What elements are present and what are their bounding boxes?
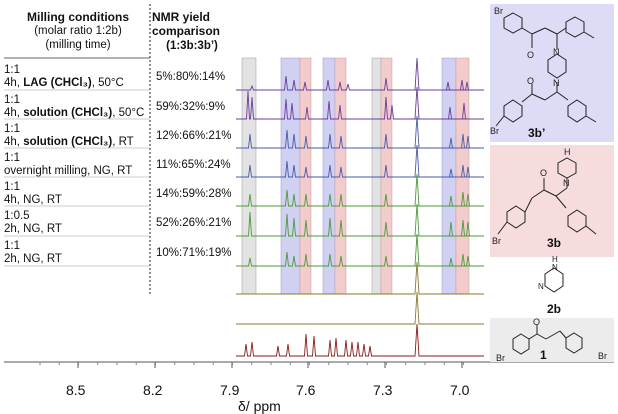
br-label-1-right: Br (598, 351, 607, 361)
x-axis-tick-label: 7.3 (373, 382, 392, 398)
yield-ratio: 10%:71%:19% (156, 247, 231, 259)
condition-temperature: , RT (112, 136, 134, 148)
condition-ratio: 1:1 (4, 123, 20, 135)
br-label-3bp-top: Br (494, 6, 503, 16)
x-axis-ticks (40, 362, 464, 368)
band-grey-2 (372, 58, 381, 294)
compound-label-3b: 3b (547, 236, 561, 250)
condition-row: 1:1 4h, solution (CHCl₃), RT (4, 123, 134, 149)
conditions-subtitle-time: (milling time) (8, 39, 148, 52)
condition-row: 1:0.5 2h, NG, RT (4, 210, 62, 236)
condition-row: 1:1 overnight milling, NG, RT (4, 152, 132, 178)
br-label-3b: Br (492, 236, 501, 246)
condition-ratio: 1:1 (4, 181, 20, 193)
n-label-3bp-bottom: N (553, 78, 560, 88)
o-label-3b: O (540, 168, 547, 178)
yield-ratio: 12%:66%:21% (156, 130, 231, 142)
x-axis-tick-label: 8.5 (66, 382, 85, 398)
x-axis-label: δ/ ppm (238, 398, 281, 414)
n-label-2b-bottom: N (538, 282, 544, 291)
yield-ratio: 11%:65%:24% (156, 159, 231, 171)
yield-title: NMR yield comparison (152, 10, 240, 38)
condition-method: solution (CHCl₃) (23, 107, 112, 119)
compound-label-3b-prime: 3b’ (528, 126, 545, 140)
band-blue-1 (281, 58, 300, 294)
br-label-1-left: Br (496, 353, 505, 363)
h-label-3b: H (564, 147, 571, 157)
condition-ratio: 1:1 (4, 94, 20, 106)
yield-ratio: 52%:26%:21% (156, 217, 231, 229)
condition-detail: overnight milling, NG, RT (4, 165, 132, 177)
n-label-3bp-top: N (553, 47, 560, 57)
condition-detail: 4h, (4, 77, 23, 89)
condition-ratio: 1:1 (4, 64, 20, 76)
conditions-subtitle-ratio: (molar ratio 1:2b) (8, 25, 148, 38)
condition-ratio: 1:0.5 (4, 210, 30, 222)
yield-ratio: 59%:32%:9% (156, 101, 225, 113)
spectrum-trace (236, 292, 484, 324)
yield-ratio: 5%:80%:14% (156, 71, 225, 83)
condition-detail: 4h, (4, 107, 23, 119)
highlight-bands (242, 58, 469, 294)
condition-detail: 2h, NG, RT (4, 253, 62, 265)
o-label-3bp-bottom: O (527, 76, 534, 86)
x-axis-tick-label: 7.0 (450, 382, 469, 398)
condition-row: 1:1 2h, NG, RT (4, 240, 62, 266)
condition-method: solution (CHCl₃) (23, 136, 112, 148)
n-label-2b-top: N (552, 263, 558, 272)
band-blue-3 (442, 58, 456, 294)
spectrum-trace (236, 324, 484, 356)
h-label-2b-top: H (552, 255, 558, 264)
x-axis-tick-label: 8.2 (143, 382, 162, 398)
condition-row: 1:1 4h, NG, RT (4, 181, 62, 207)
condition-row: 1:1 4h, solution (CHCl₃), 50°C (4, 94, 144, 120)
yield-title-line1: NMR yield (152, 10, 210, 24)
condition-detail: 4h, NG, RT (4, 194, 62, 206)
condition-row: 1:1 4h, LAG (CHCl₃), 50°C (4, 64, 124, 90)
condition-detail: 2h, NG, RT (4, 223, 62, 235)
condition-temperature: , 50°C (92, 77, 124, 89)
o-label-3bp-top: O (527, 50, 534, 60)
condition-temperature: , 50°C (112, 107, 144, 119)
x-axis-tick-label: 7.6 (296, 382, 315, 398)
yield-ratio: 14%:59%:28% (156, 188, 231, 200)
compound-label-2b: 2b (547, 302, 561, 316)
panel-1 (490, 318, 614, 362)
condition-method: LAG (CHCl₃) (23, 77, 92, 89)
yield-title-line2: comparison (152, 24, 220, 38)
n-label-3b: N (563, 178, 570, 188)
yield-subtitle: (1:3b:3b’) (152, 40, 232, 53)
x-axis-tick-label: 7.9 (220, 382, 239, 398)
br-label-3bp-bottom: Br (490, 126, 499, 136)
condition-detail: 4h, (4, 136, 23, 148)
o-label-1: O (533, 317, 540, 327)
compound-label-1: 1 (540, 348, 547, 362)
condition-ratio: 1:1 (4, 240, 20, 252)
conditions-title: Milling conditions (8, 10, 148, 24)
condition-ratio: 1:1 (4, 152, 20, 164)
